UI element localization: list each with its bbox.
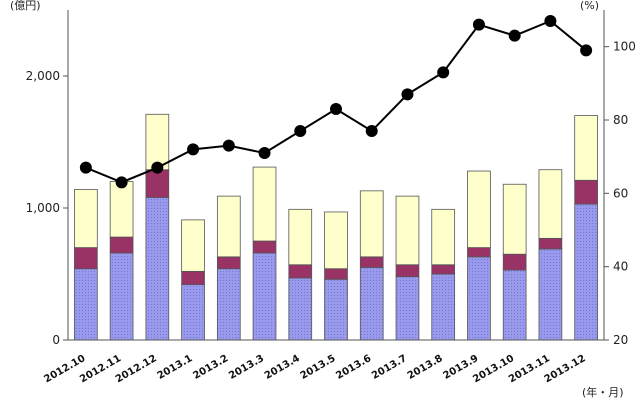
bar-segment-1 — [395, 276, 420, 341]
x-tick-label: 2013.1 — [156, 353, 195, 382]
line-point — [187, 143, 200, 156]
left-axis-unit-label: (億円) — [10, 0, 41, 12]
line-point — [115, 176, 128, 189]
x-tick-label: 2012.12 — [114, 353, 159, 385]
left-tick-label: 1,000 — [26, 201, 60, 215]
bar-segment-1 — [538, 248, 563, 341]
bar-segment-1 — [181, 284, 205, 341]
bar-segment-1 — [574, 203, 598, 341]
bar-segment-1 — [359, 266, 384, 341]
bar-segment-3 — [109, 181, 134, 238]
bar-segment-2 — [538, 237, 563, 250]
bar-segment-3 — [395, 195, 420, 266]
bar-segment-2 — [467, 247, 491, 258]
bar-segment-2 — [145, 169, 170, 198]
line-point — [294, 125, 307, 137]
line-point — [580, 44, 593, 57]
bar-segment-1 — [502, 269, 527, 341]
bar-segment-2 — [324, 268, 348, 280]
x-tick-label: 2013.7 — [370, 353, 409, 382]
right-axis-unit-label: (%) — [580, 0, 599, 12]
bar-segment-3 — [74, 189, 98, 249]
bar-segment-1 — [252, 252, 277, 341]
x-tick-label: 2013.4 — [263, 353, 302, 382]
x-tick-label: 2013.6 — [334, 353, 373, 382]
bar-segment-1 — [216, 268, 241, 341]
bar-segment-3 — [359, 190, 384, 258]
line-point — [437, 66, 450, 79]
line-point — [544, 15, 557, 27]
line-point — [472, 18, 485, 31]
bar-segment-2 — [252, 240, 277, 254]
left-tick-label: 0 — [52, 333, 60, 347]
left-tick-label: 2,000 — [26, 69, 60, 83]
line-point — [258, 147, 271, 159]
bar-segment-2 — [109, 236, 134, 254]
line-point — [222, 139, 235, 152]
bar-segment-1 — [324, 278, 348, 341]
x-tick-label: 2013.5 — [299, 353, 338, 382]
bar-segment-3 — [467, 170, 491, 248]
bar-segment-1 — [431, 273, 456, 341]
right-tick-label: 40 — [613, 260, 628, 274]
bar-segment-3 — [145, 113, 170, 171]
bar-segment-2 — [74, 247, 98, 270]
bar-segment-3 — [181, 219, 205, 272]
right-tick-label: 80 — [613, 113, 628, 127]
bar-segment-2 — [216, 256, 241, 270]
bar-segment-3 — [288, 208, 313, 266]
bar-segment-3 — [324, 211, 348, 270]
line-point — [365, 125, 378, 137]
bar-segment-1 — [145, 197, 170, 341]
bar-segment-3 — [216, 195, 241, 258]
line-point — [508, 29, 521, 42]
x-tick-label: 2013.2 — [191, 353, 230, 382]
right-tick-label: 20 — [613, 333, 628, 347]
bar-segment-3 — [538, 169, 563, 239]
bar-segment-2 — [395, 264, 420, 278]
bar-segment-1 — [74, 268, 98, 341]
bar-segment-3 — [431, 208, 456, 266]
bar-segment-2 — [359, 256, 384, 268]
line-point — [401, 88, 414, 101]
x-tick-label: 2013.12 — [543, 353, 588, 385]
x-tick-label: 2013.8 — [406, 353, 445, 382]
x-tick-label: 2013.3 — [227, 353, 266, 382]
bar-segment-1 — [288, 277, 313, 341]
bar-segment-1 — [109, 252, 134, 341]
bar-segment-1 — [467, 256, 491, 341]
line-point — [151, 161, 164, 174]
bar-segment-2 — [502, 253, 527, 271]
right-tick-label: 60 — [613, 186, 628, 200]
bar-segment-2 — [431, 264, 456, 275]
line-point — [79, 161, 92, 174]
right-tick-label: 100 — [613, 40, 636, 54]
bar-segment-3 — [252, 166, 277, 242]
bar-segment-2 — [574, 179, 598, 205]
bar-segment-3 — [574, 115, 598, 181]
line-point — [330, 103, 342, 115]
bar-segment-3 — [502, 183, 527, 255]
x-axis-unit-label: (年・月) — [582, 385, 624, 399]
bar-segment-2 — [181, 270, 205, 285]
bar-segment-2 — [288, 264, 313, 279]
